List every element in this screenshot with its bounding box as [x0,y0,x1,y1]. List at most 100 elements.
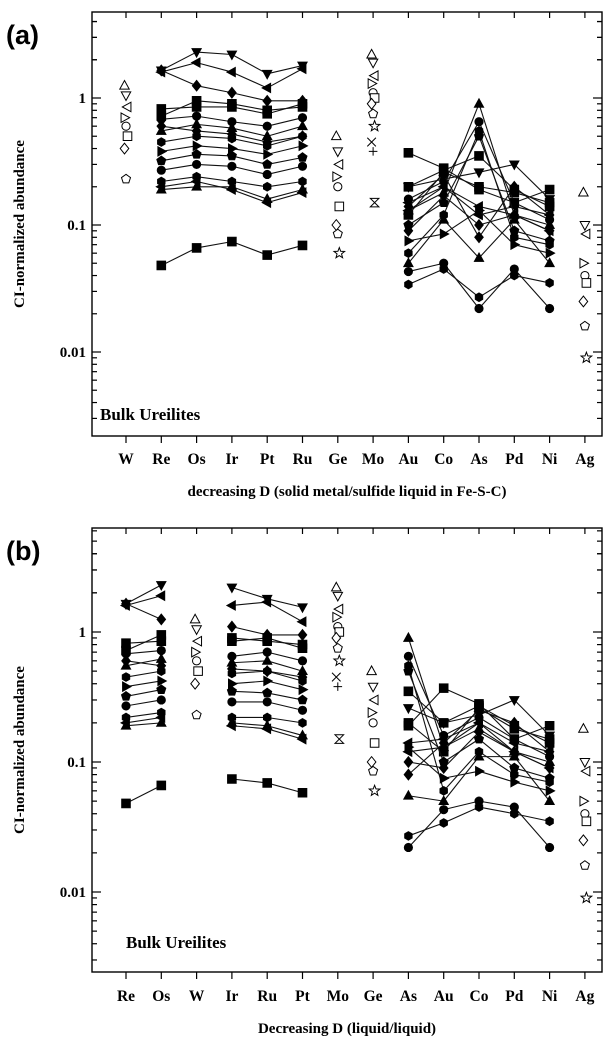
data-point [192,140,203,152]
data-point [297,656,308,666]
data-point [121,798,131,809]
data-point [545,303,555,314]
series-line [478,219,515,259]
series-line [408,795,444,802]
series-line [478,738,515,769]
series-line [196,51,232,56]
series-line [161,247,197,266]
trace-data-point [331,672,341,682]
trace-data-point [579,758,591,769]
series-line [443,722,480,740]
data-point [403,148,414,158]
data-point [439,785,448,796]
data-point [403,219,414,230]
trace-data-point [369,197,381,208]
series-line [443,155,480,171]
trace-data-point [332,611,343,623]
data-point [508,209,519,221]
series-line [231,180,268,188]
data-point [472,717,483,729]
data-point [155,712,166,723]
series-line [408,233,444,242]
trace-data-point [191,646,202,658]
data-point [297,102,308,112]
y-tick-label: 1 [79,91,87,107]
series-line [231,121,268,127]
x-category-label: Pd [505,988,523,1005]
series-line [443,262,480,309]
series-line [196,135,232,140]
trace-data-point [581,278,592,288]
x-category-label: As [400,988,417,1005]
series-line [514,244,550,254]
data-point [403,686,414,697]
data-point [544,208,555,222]
series-line [443,722,480,748]
series-line [514,274,550,284]
series-line [514,813,550,822]
series-line [407,219,445,264]
series-line [231,186,268,200]
data-point [156,684,167,694]
series-line [267,65,303,75]
trace-data-point [120,91,132,102]
data-point [509,720,520,731]
data-point [227,620,237,633]
trace-data-point [334,201,345,212]
data-point [156,659,167,672]
data-point [508,160,520,171]
series-line [231,147,268,155]
series-line [231,54,268,75]
x-category-label: Pt [295,988,310,1005]
data-point [403,842,413,853]
series-line [231,133,268,143]
data-point [298,684,309,696]
data-point [402,704,414,715]
data-point [296,616,307,628]
data-point [157,137,166,147]
data-point [438,756,449,767]
series-line [231,668,268,672]
trace-data-point [580,765,591,777]
data-point [261,197,272,209]
trace-data-point [578,295,589,308]
series-line [161,69,197,87]
data-point [403,718,414,728]
data-point [403,266,413,277]
series-line [125,680,162,688]
data-point [509,734,519,744]
series-line [231,137,268,147]
series-line [408,690,445,724]
series-line [125,716,162,724]
x-category-label: Au [398,451,418,468]
series-line [161,145,197,152]
series-line [196,180,233,191]
series-line [161,176,197,183]
series-line [478,103,515,216]
x-category-label: Re [152,451,170,468]
series-line [513,219,551,264]
x-category-label: Ru [293,451,313,468]
trace-data-point [191,625,203,636]
x-category-label: Ag [575,451,594,468]
y-axis-label: CI-normalized abundance [12,140,28,308]
series-line [513,699,550,736]
data-point [226,583,238,594]
data-point [227,99,237,109]
series-line [267,725,303,736]
trace-data-point [120,173,132,184]
data-point [510,239,521,251]
series-line [408,202,444,226]
data-point [156,64,167,77]
x-category-label: Pt [260,451,275,468]
data-point [545,816,554,827]
data-point [509,184,520,195]
panel-a: 0.01 0.1 1 W Re Os Ir Pt Ru Ge Mo Au Co As Pd Ni Ag (a) CI… [6,11,603,500]
data-point [438,736,449,750]
trace-data-point [121,101,132,113]
series-line [513,722,550,753]
series-line [267,670,303,682]
trace-data-point [366,664,378,676]
series-line [267,165,303,175]
series-line [443,135,480,203]
